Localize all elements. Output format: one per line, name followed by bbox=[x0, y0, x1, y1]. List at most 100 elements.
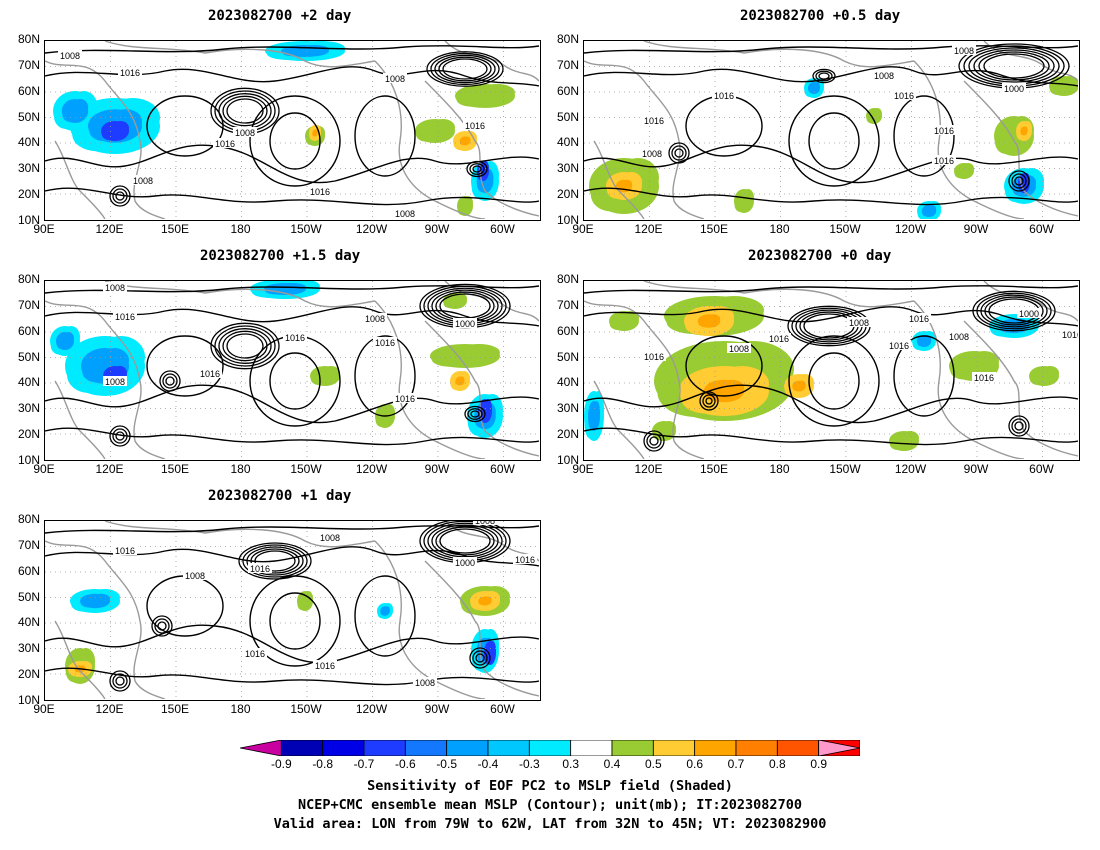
colorbar-tick: 0.5 bbox=[644, 757, 662, 771]
contour-label: 1016 bbox=[285, 333, 305, 343]
shade-positive-stronger bbox=[455, 376, 465, 386]
contour-label: 1016 bbox=[395, 394, 415, 404]
contour-label: 1008 bbox=[475, 521, 495, 526]
shade-negative-strong bbox=[921, 205, 937, 217]
shade-positive bbox=[1049, 76, 1078, 96]
shade-positive bbox=[954, 163, 974, 179]
colorbar-swatch bbox=[611, 739, 654, 757]
y-tick-label: 80N bbox=[556, 32, 579, 46]
contour-label: 1016 bbox=[310, 187, 330, 197]
x-tick-label: 150E bbox=[160, 702, 190, 716]
caption-line-2: NCEP+CMC ensemble mean MSLP (Contour); u… bbox=[298, 797, 802, 813]
y-tick-label: 20N bbox=[17, 427, 40, 442]
caption-line-1: Sensitivity of EOF PC2 to MSLP field (Sh… bbox=[367, 778, 733, 794]
x-tick-label: 150W bbox=[290, 462, 322, 476]
coastline bbox=[45, 281, 539, 459]
y-tick-label: 30N bbox=[556, 401, 579, 416]
shade-negative-strong bbox=[56, 332, 74, 350]
contour-label: 1016 bbox=[934, 126, 954, 136]
x-tick-label: 180 bbox=[230, 702, 251, 716]
x-tick-label: 120E bbox=[95, 222, 124, 236]
contour-label: 1008 bbox=[105, 283, 125, 293]
x-tick-label: 180 bbox=[769, 222, 790, 236]
y-tick-label: 60N bbox=[17, 83, 40, 98]
contour-label: 1016 bbox=[769, 334, 789, 344]
y-tick-label: 60N bbox=[17, 323, 40, 338]
contour-label: 1008 bbox=[105, 377, 125, 387]
map-panel-plus1p5day: 1008 1016 1016 1008 1016 1000 1016 1008 1016 bbox=[44, 280, 541, 461]
shade-positive bbox=[609, 311, 639, 331]
shade-positive bbox=[866, 108, 882, 124]
colorbar-swatch bbox=[446, 739, 489, 757]
map-panel-plus1day: 1008 1008 1016 1008 1016 1000 1016 1016 1016 1008 bbox=[44, 520, 541, 701]
x-tick-label: 120W bbox=[355, 222, 388, 236]
contour-label: 1016 bbox=[115, 312, 135, 322]
contour-label: 1000 bbox=[1004, 84, 1024, 94]
contour-labels: 1008 1016 1008 1016 1016 1016 1008 1000 1016 1016 bbox=[642, 308, 1078, 383]
contour-label: 1008 bbox=[849, 318, 869, 328]
colorbar-swatches bbox=[239, 739, 861, 757]
colorbar-swatch bbox=[776, 739, 820, 757]
y-tick-label: 20N bbox=[556, 427, 579, 442]
x-tick-label: 150E bbox=[699, 462, 729, 476]
y-tick-label: 20N bbox=[17, 187, 40, 202]
contour-label: 1016 bbox=[215, 139, 235, 149]
colorbar-tick: -0.7 bbox=[353, 757, 375, 771]
map-panel-plus2day: 1008 1016 1008 1008 1016 1016 1008 1008 1016 bbox=[44, 40, 541, 221]
colorbar-right-arrow bbox=[818, 739, 861, 757]
panel-title: 2023082700 +0 day bbox=[748, 248, 892, 264]
y-tick-label: 30N bbox=[556, 161, 579, 176]
x-tick-label: 120E bbox=[634, 462, 663, 476]
sensitivity-shading bbox=[53, 41, 515, 216]
x-tick-label: 120E bbox=[95, 702, 124, 716]
x-tick-label: 60W bbox=[1029, 462, 1054, 476]
y-tick-label: 20N bbox=[556, 187, 579, 202]
colorbar-tick: -0.6 bbox=[394, 757, 416, 771]
contour-label: 1016 bbox=[120, 68, 140, 78]
x-tick-label: 120W bbox=[894, 222, 927, 236]
shade-positive bbox=[734, 189, 754, 213]
y-tick-label: 60N bbox=[556, 83, 579, 98]
x-tick-label: 90E bbox=[572, 462, 594, 476]
x-tick-label: 120E bbox=[95, 462, 124, 476]
map-panel-plus0p5day: 1008 1008 1016 1016 1016 1000 1016 1016 1008 bbox=[583, 40, 1080, 221]
contour-label: 1016 bbox=[909, 314, 929, 324]
contour-label: 1008 bbox=[320, 533, 340, 543]
y-tick-label: 10N bbox=[556, 213, 579, 227]
contour-label: 1000 bbox=[1019, 309, 1039, 319]
colorbar-swatch bbox=[652, 739, 696, 757]
x-tick-label: 180 bbox=[230, 462, 251, 476]
contour-label: 1016 bbox=[894, 91, 914, 101]
contour-label: 1008 bbox=[415, 678, 435, 688]
contour-label: 1016 bbox=[515, 555, 535, 565]
contour-label: 1008 bbox=[642, 149, 662, 159]
colorbar-swatch bbox=[363, 739, 406, 757]
contour-label: 1016 bbox=[465, 121, 485, 131]
contour-label: 1008 bbox=[235, 128, 255, 138]
contour-label: 1016 bbox=[644, 352, 664, 362]
shade-positive-stronger bbox=[312, 129, 318, 137]
y-tick-label: 50N bbox=[17, 109, 40, 124]
x-tick-label: 180 bbox=[230, 222, 251, 236]
y-tick-label: 70N bbox=[556, 57, 579, 72]
contour-label: 1016 bbox=[889, 341, 909, 351]
y-tick-label: 60N bbox=[17, 563, 40, 578]
colorbar-tick: -0.5 bbox=[436, 757, 457, 771]
y-tick-label: 10N bbox=[17, 213, 40, 227]
y-tick-label: 70N bbox=[556, 297, 579, 312]
contour-label: 1008 bbox=[60, 51, 80, 61]
y-tick-label: 10N bbox=[17, 693, 40, 707]
panel-title: 2023082700 +1.5 day bbox=[200, 248, 361, 264]
colorbar-swatch bbox=[528, 739, 572, 757]
y-tick-label: 50N bbox=[556, 349, 579, 364]
contour-label: 1016 bbox=[644, 116, 664, 126]
y-tick-label: 60N bbox=[556, 323, 579, 338]
contour-label: 1000 bbox=[455, 558, 475, 568]
map-panel-plus0day: 1008 1016 1008 1016 1016 1016 1008 1000 1016 1016 bbox=[583, 280, 1080, 461]
colorbar-swatch bbox=[570, 739, 613, 757]
contour-labels: 1008 1016 1016 1008 1016 1000 1016 1008 1016 bbox=[103, 282, 477, 404]
x-tick-label: 150W bbox=[829, 462, 861, 476]
colorbar-swatch bbox=[694, 739, 737, 757]
